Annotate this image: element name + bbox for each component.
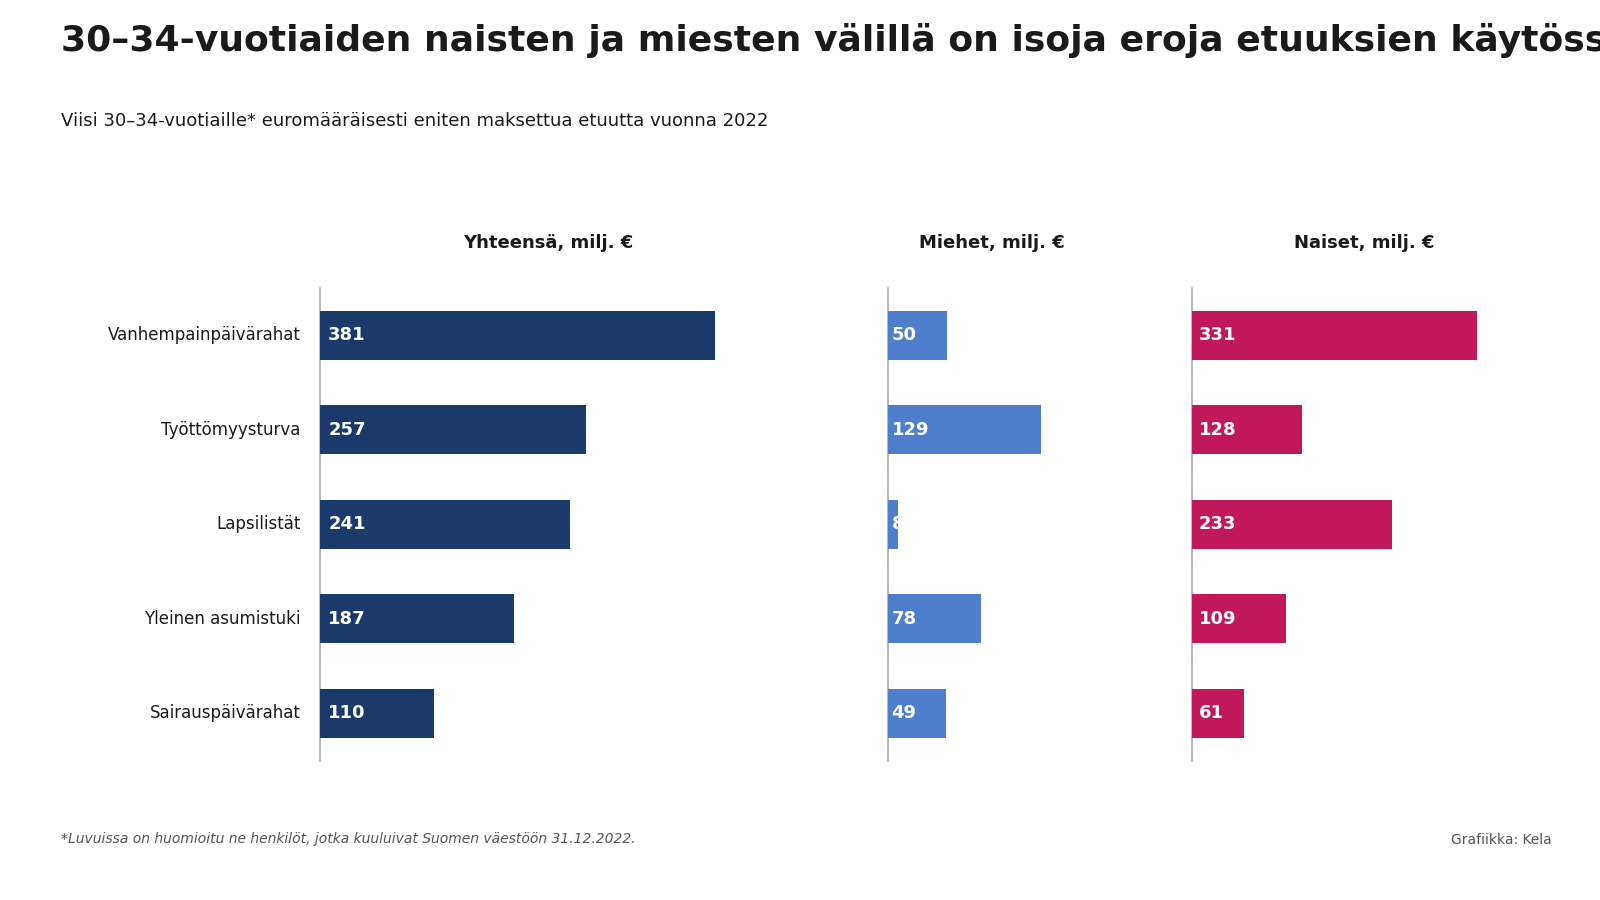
Text: Vanhempainpäivärahat: Vanhempainpäivärahat: [107, 327, 301, 344]
Text: 61: 61: [1198, 704, 1224, 722]
Text: Sairauspäivärahat: Sairauspäivärahat: [150, 704, 301, 722]
Text: Yhteensä, milj. €: Yhteensä, milj. €: [462, 234, 634, 252]
Text: *Luvuissa on huomioitu ne henkilöt, jotka kuuluivat Suomen väestöön 31.12.2022.: *Luvuissa on huomioitu ne henkilöt, jotk…: [61, 832, 635, 847]
Text: Työttömyysturva: Työttömyysturva: [162, 421, 301, 439]
Text: 257: 257: [328, 421, 366, 439]
Text: Miehet, milj. €: Miehet, milj. €: [918, 234, 1066, 252]
Text: 8: 8: [891, 515, 904, 533]
Text: 49: 49: [891, 704, 917, 722]
Text: 78: 78: [891, 610, 917, 628]
Text: 381: 381: [328, 327, 366, 344]
Bar: [1192, 594, 1286, 644]
Bar: [888, 310, 947, 360]
Bar: [888, 688, 946, 738]
Text: 331: 331: [1198, 327, 1237, 344]
Bar: [320, 688, 434, 738]
Bar: [320, 310, 715, 360]
Text: Viisi 30–34-vuotiaille* euromääräisesti eniten maksettua etuutta vuonna 2022: Viisi 30–34-vuotiaille* euromääräisesti …: [61, 112, 768, 130]
Bar: [888, 594, 981, 644]
Text: Grafiikka: Kela: Grafiikka: Kela: [1451, 832, 1552, 847]
Bar: [320, 405, 586, 454]
Text: 187: 187: [328, 610, 366, 628]
Text: 50: 50: [891, 327, 917, 344]
Text: 233: 233: [1198, 515, 1237, 533]
Text: Naiset, milj. €: Naiset, milj. €: [1294, 234, 1434, 252]
Bar: [1192, 405, 1302, 454]
Bar: [888, 405, 1042, 454]
Text: 241: 241: [328, 515, 366, 533]
Text: 129: 129: [891, 421, 930, 439]
Bar: [888, 500, 898, 549]
Text: 128: 128: [1198, 421, 1237, 439]
Bar: [320, 500, 570, 549]
Bar: [320, 594, 514, 644]
Text: 109: 109: [1198, 610, 1237, 628]
Text: Yleinen asumistuki: Yleinen asumistuki: [144, 610, 301, 628]
Bar: [1192, 500, 1392, 549]
Text: 30–34-vuotiaiden naisten ja miesten välillä on isoja eroja etuuksien käytössä: 30–34-vuotiaiden naisten ja miesten väli…: [61, 22, 1600, 58]
Text: Lapsilistät: Lapsilistät: [216, 515, 301, 533]
Bar: [1192, 688, 1245, 738]
Text: 110: 110: [328, 704, 366, 722]
Bar: [1192, 310, 1477, 360]
